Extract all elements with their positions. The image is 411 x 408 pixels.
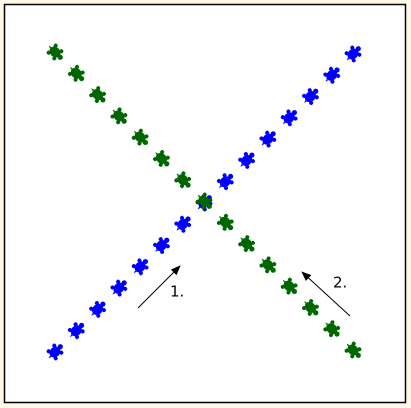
annotation: 1.	[170, 283, 184, 301]
arrow	[137, 265, 181, 309]
arrow	[301, 271, 351, 317]
annotation: 2.	[333, 274, 347, 292]
